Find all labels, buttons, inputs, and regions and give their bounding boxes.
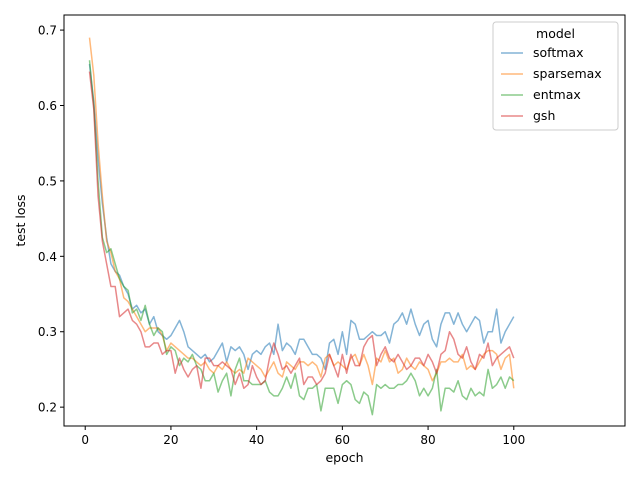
legend-title: model: [536, 26, 575, 41]
legend: model softmax sparsemax entmax gsh: [492, 21, 619, 131]
x-tick-label: 60: [335, 433, 350, 447]
x-tick-label: 0: [81, 433, 89, 447]
y-axis: 0.2 0.3 0.4 0.5 0.6 0.7: [38, 24, 64, 415]
series-layer: [88, 37, 515, 416]
x-tick-label: 20: [163, 433, 178, 447]
legend-label-softmax: softmax: [533, 45, 583, 60]
y-tick-label: 0.2: [38, 401, 57, 415]
series-line-softmax: [88, 63, 515, 371]
y-axis-label: test loss: [13, 194, 28, 246]
y-tick-label: 0.3: [38, 325, 57, 339]
series-line-sparsemax: [88, 37, 515, 389]
series-line-gsh: [88, 71, 515, 390]
y-tick-label: 0.4: [38, 250, 57, 264]
x-tick-label: 40: [249, 433, 264, 447]
x-tick-label: 100: [502, 433, 525, 447]
legend-box: [492, 21, 619, 131]
x-tick-label: 80: [420, 433, 435, 447]
legend-label-gsh: gsh: [533, 108, 555, 123]
x-axis-label: epoch: [325, 450, 363, 465]
legend-label-entmax: entmax: [533, 87, 581, 102]
legend-label-sparsemax: sparsemax: [533, 66, 602, 81]
x-axis: 0 20 40 60 80 100: [81, 426, 525, 447]
y-tick-label: 0.5: [38, 174, 57, 188]
legend-items: softmax sparsemax entmax gsh: [501, 45, 602, 123]
y-tick-label: 0.6: [38, 99, 57, 113]
y-tick-label: 0.7: [38, 24, 57, 38]
series-line-entmax: [88, 60, 515, 416]
plot-frame: [63, 14, 626, 427]
